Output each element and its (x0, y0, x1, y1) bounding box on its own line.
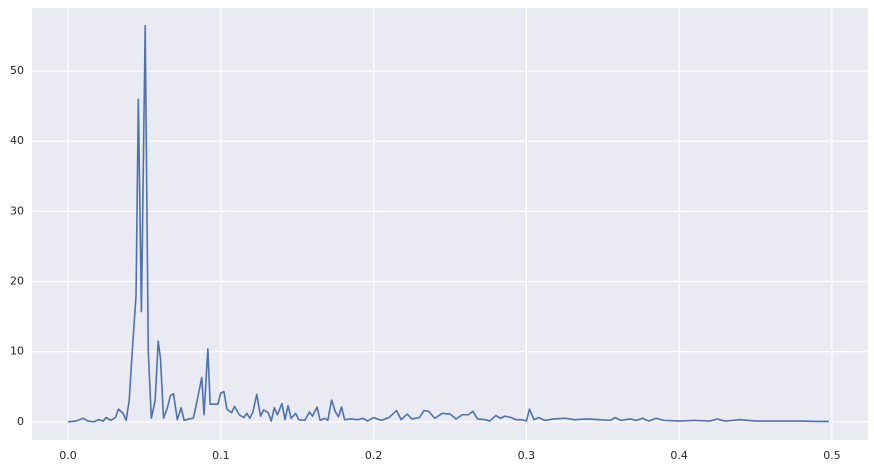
x-tick-label: 0.4 (670, 449, 688, 462)
x-tick-label: 0.1 (212, 449, 230, 462)
plot-area (32, 8, 868, 440)
x-tick-label: 0.3 (518, 449, 536, 462)
x-tick-label: 0.0 (59, 449, 77, 462)
x-tick-label: 0.5 (823, 449, 841, 462)
y-tick-label: 30 (10, 204, 24, 217)
line-series (67, 24, 829, 423)
x-tick-label: 0.2 (365, 449, 383, 462)
y-tick-label: 40 (10, 134, 24, 147)
y-tick-label: 10 (10, 345, 24, 358)
y-tick-label: 20 (10, 275, 24, 288)
y-tick-label: 50 (10, 64, 24, 77)
y-tick-label: 0 (17, 415, 24, 428)
